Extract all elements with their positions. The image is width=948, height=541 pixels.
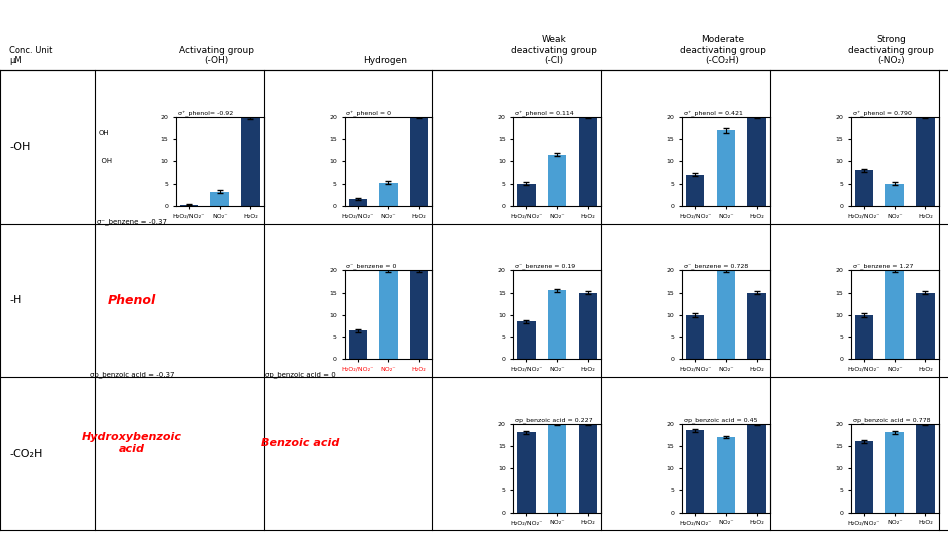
Bar — [518, 184, 536, 206]
Text: Benzoic acid: Benzoic acid — [262, 438, 339, 448]
Bar — [916, 293, 935, 359]
Text: -OH: -OH — [9, 142, 31, 152]
Bar — [379, 270, 397, 359]
Bar — [686, 315, 704, 359]
Text: σ⁺_phenol = 0.790: σ⁺_phenol = 0.790 — [852, 110, 911, 116]
Text: σp_benzoic acid = 0.227: σp_benzoic acid = 0.227 — [515, 417, 592, 423]
Text: Hydroxybenzoic
acid: Hydroxybenzoic acid — [82, 432, 182, 453]
Bar — [885, 184, 903, 206]
Bar — [717, 437, 735, 512]
Text: σ⁻_benzene = 1.27: σ⁻_benzene = 1.27 — [852, 263, 913, 269]
Bar — [885, 270, 903, 359]
Bar — [180, 204, 198, 206]
Bar — [379, 183, 397, 206]
Bar — [916, 424, 935, 512]
Text: σp_benzoic acid = 0.45: σp_benzoic acid = 0.45 — [684, 417, 757, 423]
Bar — [518, 321, 536, 359]
Text: Moderate
deactivating group
(-CO₂H): Moderate deactivating group (-CO₂H) — [680, 35, 765, 65]
Bar — [410, 270, 428, 359]
Bar — [578, 117, 597, 206]
Bar — [747, 117, 766, 206]
Text: Strong
deactivating group
(-NO₂): Strong deactivating group (-NO₂) — [848, 35, 934, 65]
Bar — [686, 175, 704, 206]
Bar — [548, 291, 566, 359]
Bar — [548, 155, 566, 206]
Text: σ⁺_phenol= -0.92: σ⁺_phenol= -0.92 — [177, 110, 233, 116]
Text: Conc. Unit
μM: Conc. Unit μM — [9, 45, 53, 65]
Text: OH



  OH: OH OH — [97, 130, 112, 164]
Bar — [885, 432, 903, 512]
Bar — [410, 117, 428, 206]
Text: σ⁻_benzene = -0.37: σ⁻_benzene = -0.37 — [97, 218, 167, 225]
Text: σ⁺_phenol = 0.114: σ⁺_phenol = 0.114 — [515, 110, 574, 116]
Text: -H: -H — [9, 295, 22, 305]
Text: Weak
deactivating group
(-Cl): Weak deactivating group (-Cl) — [511, 35, 596, 65]
Text: Hydrogen: Hydrogen — [363, 56, 407, 65]
Bar — [855, 170, 873, 206]
Text: σp_benzoic acid = 0: σp_benzoic acid = 0 — [265, 372, 336, 378]
Bar — [349, 331, 367, 359]
Bar — [578, 424, 597, 512]
Bar — [747, 293, 766, 359]
Bar — [548, 424, 566, 512]
Bar — [210, 192, 228, 206]
Text: σ⁺_phenol = 0.421: σ⁺_phenol = 0.421 — [684, 110, 742, 116]
Bar — [855, 441, 873, 512]
Text: σ⁻_benzene = 0: σ⁻_benzene = 0 — [346, 263, 396, 269]
Text: -CO₂H: -CO₂H — [9, 448, 43, 459]
Text: Phenol: Phenol — [108, 294, 156, 307]
Text: σ⁺_phenol = 0: σ⁺_phenol = 0 — [346, 110, 392, 116]
Bar — [916, 117, 935, 206]
Bar — [855, 315, 873, 359]
Bar — [747, 424, 766, 512]
Bar — [578, 293, 597, 359]
Bar — [717, 130, 735, 206]
Text: σp_benzoic acid = 0.778: σp_benzoic acid = 0.778 — [852, 417, 930, 423]
Bar — [349, 199, 367, 206]
Bar — [686, 430, 704, 512]
Bar — [518, 432, 536, 512]
Text: σ⁻_benzene = 0.19: σ⁻_benzene = 0.19 — [515, 263, 575, 269]
Text: σp_benzoic acid = -0.37: σp_benzoic acid = -0.37 — [90, 372, 174, 378]
Text: Activating group
(-OH): Activating group (-OH) — [179, 45, 254, 65]
Bar — [717, 270, 735, 359]
Text: σ⁻_benzene = 0.728: σ⁻_benzene = 0.728 — [684, 263, 748, 269]
Bar — [241, 118, 260, 206]
